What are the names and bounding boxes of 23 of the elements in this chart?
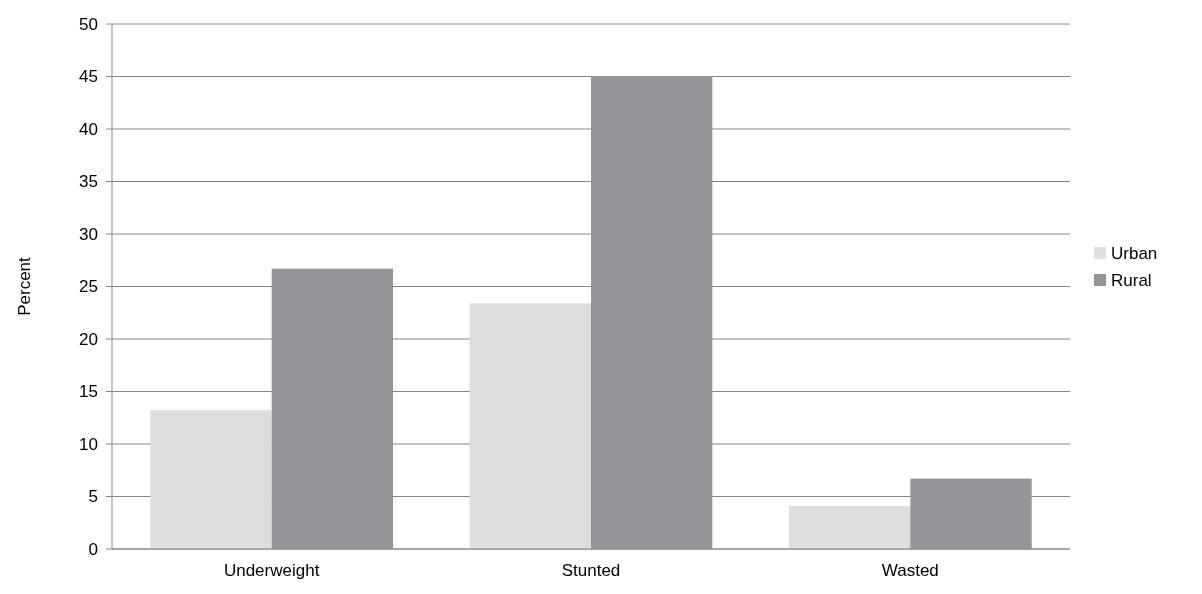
y-tick-label: 25: [79, 277, 98, 297]
y-tick-label: 35: [79, 172, 98, 192]
y-tick-label: 45: [79, 67, 98, 87]
y-tick-label: 40: [79, 119, 98, 139]
y-axis-title: Percent: [15, 256, 34, 316]
y-tick-label: 0: [88, 539, 98, 559]
y-tick-label: 15: [79, 382, 98, 402]
x-tick-label: Underweight: [223, 561, 320, 580]
y-tick-label: 10: [79, 434, 98, 454]
y-tick-label: 30: [79, 224, 98, 244]
y-tick-label: 5: [88, 487, 98, 507]
legend-label: Rural: [1111, 270, 1152, 290]
y-tick-label: 50: [79, 14, 98, 34]
x-tick-label: Wasted: [881, 561, 939, 580]
legend-label: Urban: [1111, 243, 1158, 263]
bar: [271, 268, 394, 549]
bar: [469, 303, 591, 549]
y-tick-label: 20: [79, 329, 98, 349]
bar: [788, 505, 911, 549]
bar: [910, 478, 1032, 549]
bar: [150, 410, 272, 549]
bar: [591, 76, 713, 549]
x-tick-label: Stunted: [561, 561, 621, 580]
